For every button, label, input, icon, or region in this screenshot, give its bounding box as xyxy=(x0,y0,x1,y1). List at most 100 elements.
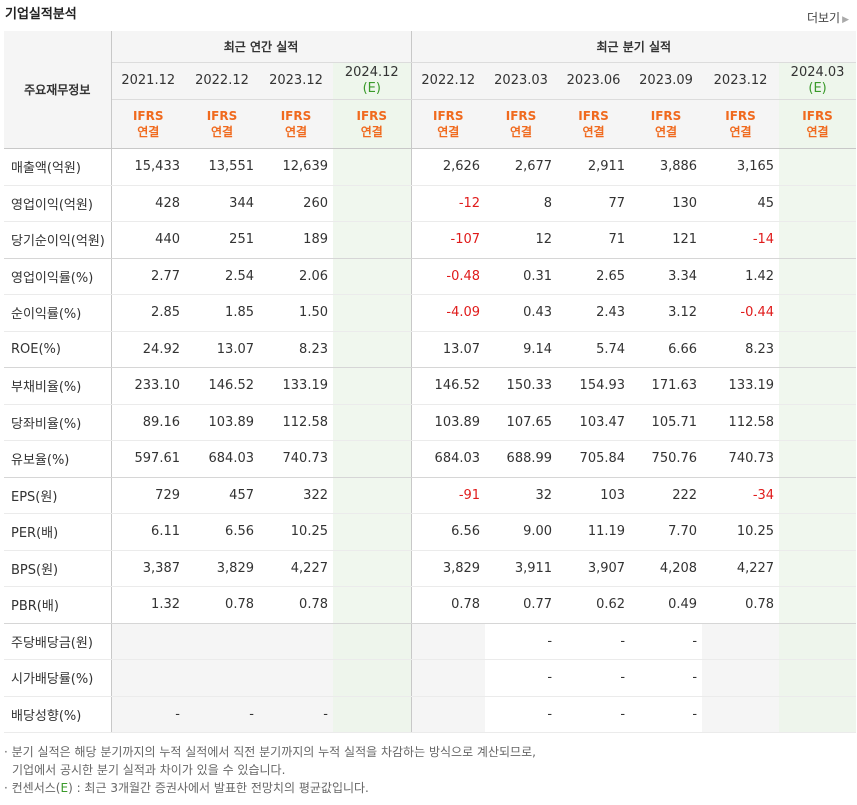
table-cell xyxy=(111,659,185,697)
table-cell: 3,886 xyxy=(630,148,703,186)
ifrs-label: IFRS xyxy=(433,109,464,123)
period-date: 2022.12 xyxy=(195,73,249,88)
table-cell xyxy=(185,623,259,660)
table-cell: 3,829 xyxy=(411,550,486,587)
table-cell: 0.78 xyxy=(259,586,333,624)
table-cell xyxy=(779,513,857,551)
table-cell: - xyxy=(485,623,558,660)
table-row: 당좌비율(%) 89.16 103.89 112.58 103.89 107.65 103.… xyxy=(4,404,857,441)
ifrs-label: IFRS xyxy=(356,109,388,123)
table-row: 시가배당률(%) - - - xyxy=(4,659,857,697)
table-cell: 24.92 xyxy=(111,331,185,368)
table-cell: 8.23 xyxy=(702,331,780,368)
table-cell: 13,551 xyxy=(185,148,259,186)
table-cell xyxy=(411,659,486,697)
more-link[interactable]: 더보기 ▶ xyxy=(807,9,849,26)
quarter-period-header: 2024.03 (E) xyxy=(779,62,857,100)
period-date: 2024.12 xyxy=(344,65,399,80)
table-cell xyxy=(333,258,412,295)
table-cell xyxy=(333,586,412,624)
table-cell: 171.63 xyxy=(630,367,703,405)
table-cell xyxy=(411,623,486,660)
table-cell: 13.07 xyxy=(185,331,259,368)
table-cell: 146.52 xyxy=(185,367,259,405)
quarter-period-header: 2023.06 xyxy=(557,62,631,100)
table-cell xyxy=(779,148,857,186)
table-cell xyxy=(333,550,412,587)
table-cell: 222 xyxy=(630,477,703,514)
table-cell: 4,227 xyxy=(702,550,780,587)
table-cell: 233.10 xyxy=(111,367,185,405)
table-row: 영업이익률(%) 2.77 2.54 2.06 -0.48 0.31 2.65 3.34 1.4… xyxy=(4,258,857,295)
table-cell: 3.12 xyxy=(630,294,703,332)
consolidated-label: 연결 xyxy=(210,125,234,139)
consolidated-label: 연결 xyxy=(510,125,533,139)
table-cell xyxy=(779,367,857,405)
row-label: 당기순이익(억원) xyxy=(4,221,112,259)
table-cell: 112.58 xyxy=(702,404,780,441)
table-cell: 130 xyxy=(630,185,703,222)
table-cell: 4,208 xyxy=(630,550,703,587)
accounting-standard: IFRS 연결 xyxy=(702,99,780,149)
table-cell xyxy=(333,659,412,697)
table-cell xyxy=(333,477,412,514)
row-label: PER(배) xyxy=(4,513,112,551)
table-cell xyxy=(702,659,780,697)
quarter-period-header: 2023.09 xyxy=(630,62,703,100)
financial-summary-table: 주요재무정보 최근 연간 실적 최근 분기 실적 2021.12 2022.12 2… xyxy=(4,31,857,733)
table-cell xyxy=(333,513,412,551)
ifrs-label: IFRS xyxy=(802,109,833,123)
table-cell xyxy=(333,221,412,259)
table-cell: 251 xyxy=(185,221,259,259)
table-row: 주당배당금(원) - - - xyxy=(4,623,857,660)
consolidated-label: 연결 xyxy=(284,125,308,139)
table-cell: 103.89 xyxy=(411,404,486,441)
table-cell: 6.56 xyxy=(185,513,259,551)
table-cell: 103 xyxy=(557,477,631,514)
footnote-consensus: · 컨센서스(E) : 최근 3개월간 증권사에서 발표한 전망치의 평균값입니… xyxy=(4,781,369,795)
table-cell: 146.52 xyxy=(411,367,486,405)
table-cell: 105.71 xyxy=(630,404,703,441)
accounting-standard: IFRS 연결 xyxy=(630,99,703,149)
table-cell xyxy=(259,659,333,697)
consolidated-label: 연결 xyxy=(582,125,605,139)
table-cell: 740.73 xyxy=(702,440,780,478)
quarter-period-header: 2022.12 xyxy=(411,62,486,100)
table-cell: -0.44 xyxy=(702,294,780,332)
ifrs-label: IFRS xyxy=(650,109,682,123)
table-cell: 750.76 xyxy=(630,440,703,478)
table-cell: 5.74 xyxy=(557,331,631,368)
row-label: 영업이익률(%) xyxy=(4,258,112,295)
table-cell: 3,165 xyxy=(702,148,780,186)
table-cell: 3,387 xyxy=(111,550,185,587)
table-cell: 0.62 xyxy=(557,586,631,624)
table-cell: 2.06 xyxy=(259,258,333,295)
table-cell: 6.66 xyxy=(630,331,703,368)
table-cell xyxy=(411,696,486,733)
ifrs-label: IFRS xyxy=(725,109,756,123)
table-cell: 428 xyxy=(111,185,185,222)
table-cell: 2,911 xyxy=(557,148,631,186)
table-cell: 6.56 xyxy=(411,513,486,551)
table-cell: 150.33 xyxy=(485,367,558,405)
table-cell: 0.78 xyxy=(411,586,486,624)
section-title: 기업실적분석 xyxy=(5,7,77,22)
table-cell: - xyxy=(630,696,703,733)
row-label: 배당성향(%) xyxy=(4,696,112,733)
ifrs-label: IFRS xyxy=(578,109,609,123)
table-cell: 32 xyxy=(485,477,558,514)
consolidated-label: 연결 xyxy=(360,125,383,139)
table-cell: 1.42 xyxy=(702,258,780,295)
row-label: 시가배당률(%) xyxy=(4,659,112,697)
table-cell xyxy=(779,696,857,733)
consolidated-label: 연결 xyxy=(729,125,752,139)
table-cell xyxy=(333,623,412,660)
table-cell xyxy=(779,185,857,222)
table-cell: 9.00 xyxy=(485,513,558,551)
table-cell: 107.65 xyxy=(485,404,558,441)
table-cell: 1.32 xyxy=(111,586,185,624)
table-cell xyxy=(333,294,412,332)
row-label: 순이익률(%) xyxy=(4,294,112,332)
accounting-standard: IFRS 연결 xyxy=(185,99,259,149)
table-cell: 121 xyxy=(630,221,703,259)
